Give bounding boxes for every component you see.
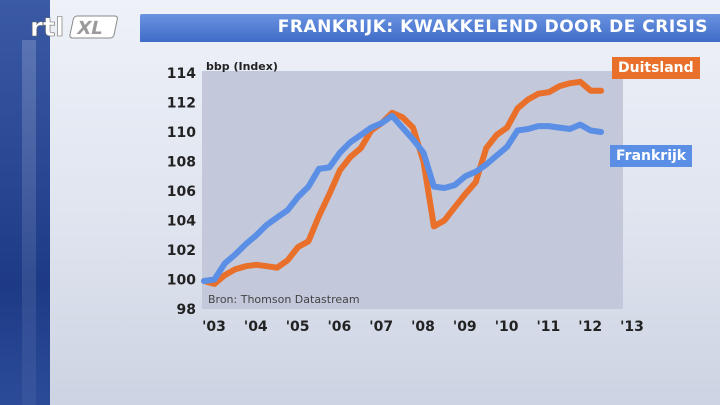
y-tick-label: 102 xyxy=(167,243,196,259)
svg-text:rtl: rtl xyxy=(30,13,64,43)
y-tick-label: 110 xyxy=(167,125,196,141)
plot-area xyxy=(202,71,623,309)
y-tick-label: 98 xyxy=(177,302,196,318)
x-tick-label: '13 xyxy=(620,319,644,335)
y-tick-label: 112 xyxy=(167,96,196,112)
y-tick-labels: 98 100 102 104 106 108 110 112 114 xyxy=(167,66,196,318)
page-title: FRANKRIJK: KWAKKELEND DOOR DE CRISIS xyxy=(277,17,708,37)
y-tick-label: 106 xyxy=(167,184,196,200)
x-tick-label: '06 xyxy=(328,319,352,335)
series-line-frankrijk xyxy=(201,112,605,284)
title-bar: FRANKRIJK: KWAKKELEND DOOR DE CRISIS xyxy=(140,14,720,42)
y-tick-label: 114 xyxy=(167,66,196,82)
x-tick-label: '11 xyxy=(537,319,561,335)
y-tick-label: 100 xyxy=(167,273,196,289)
x-tick-labels: '03 '04 '05 '06 '07 '08 '09 '10 '11 '12 '13 xyxy=(202,319,644,335)
x-tick-label: '07 xyxy=(369,319,393,335)
x-tick-label: '04 xyxy=(244,319,268,335)
svg-text:XL: XL xyxy=(75,18,105,39)
rtl-xl-logo: rtl XL xyxy=(30,13,118,43)
y-tick-label: 108 xyxy=(167,155,196,171)
x-tick-label: '08 xyxy=(411,319,435,335)
chart-series xyxy=(201,78,605,287)
y-tick-label: 104 xyxy=(167,214,196,230)
left-blue-panel xyxy=(0,0,50,405)
x-tick-label: '12 xyxy=(578,319,602,335)
legend-frankrijk: Frankrijk xyxy=(610,145,693,167)
panel-stripe xyxy=(22,40,36,405)
legend-duitsland: Duitsland xyxy=(612,57,700,79)
x-tick-label: '09 xyxy=(453,319,477,335)
y-axis-label: bbp (Index) xyxy=(206,60,278,73)
x-tick-label: '03 xyxy=(202,319,226,335)
series-line-duitsland xyxy=(201,78,605,287)
x-tick-label: '10 xyxy=(495,319,519,335)
source-label: Bron: Thomson Datastream xyxy=(208,293,360,306)
x-tick-label: '05 xyxy=(286,319,310,335)
